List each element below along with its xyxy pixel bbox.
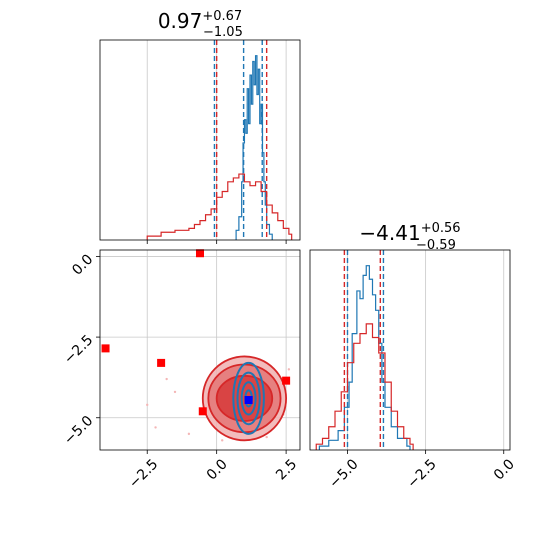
param1-title-plus: +0.67 xyxy=(202,9,242,24)
red-marker xyxy=(198,407,207,416)
red-marker xyxy=(157,358,166,367)
param1-title: 0.97+0.67 xyxy=(158,9,242,33)
blue-contour-level-1 xyxy=(236,371,261,426)
sample-dot xyxy=(287,368,291,371)
param2-title: −4.41+0.56 xyxy=(359,221,460,245)
sample-dot xyxy=(165,377,168,381)
joint-distribution-panel: −2.5 0.0 2.5 0.0 −2.5 −5.0 xyxy=(61,249,301,492)
axes-frame xyxy=(99,249,301,451)
param1-title-value: 0.97 xyxy=(158,9,203,33)
x-tick-label: 0.0 xyxy=(491,456,518,483)
axes-frame xyxy=(309,249,511,451)
y-tick-label: −2.5 xyxy=(61,332,96,367)
histogram-series-1 xyxy=(315,323,414,450)
y-tick-label: −5.0 xyxy=(61,413,96,448)
sample-dot xyxy=(173,390,177,394)
x-tick-label: −5.0 xyxy=(326,456,361,491)
x-tick-label: −2.5 xyxy=(404,456,439,491)
param2-title-plus: +0.56 xyxy=(421,221,461,236)
sample-dot xyxy=(154,426,157,429)
x-tick-label: 2.5 xyxy=(273,456,300,483)
param1-histogram-panel xyxy=(99,39,301,244)
param2-title-value: −4.41 xyxy=(359,221,420,245)
red-marker xyxy=(282,376,291,385)
sample-dot xyxy=(187,432,191,436)
truth-marker xyxy=(244,396,253,404)
y-tick-label: 0.0 xyxy=(69,252,96,279)
axes-frame xyxy=(99,39,301,241)
histogram-series-0 xyxy=(235,55,273,240)
sample-dot xyxy=(265,435,268,439)
param1-title-minus: −1.05 xyxy=(203,25,243,40)
red-marker xyxy=(101,344,110,353)
blue-contour-level-0 xyxy=(232,361,265,435)
blue-contour-level-2 xyxy=(240,381,257,416)
histogram-series-1 xyxy=(146,173,293,240)
histogram-series-0 xyxy=(318,265,411,450)
x-tick-label: 0.0 xyxy=(204,456,231,483)
x-tick-label: −2.5 xyxy=(126,456,161,491)
param2-histogram-panel: −5.0 −2.5 0.0 xyxy=(309,249,518,492)
param2-title-minus: −0.59 xyxy=(416,238,456,253)
sample-dot xyxy=(221,439,224,442)
sample-dot xyxy=(146,403,149,407)
red-marker xyxy=(196,249,204,258)
